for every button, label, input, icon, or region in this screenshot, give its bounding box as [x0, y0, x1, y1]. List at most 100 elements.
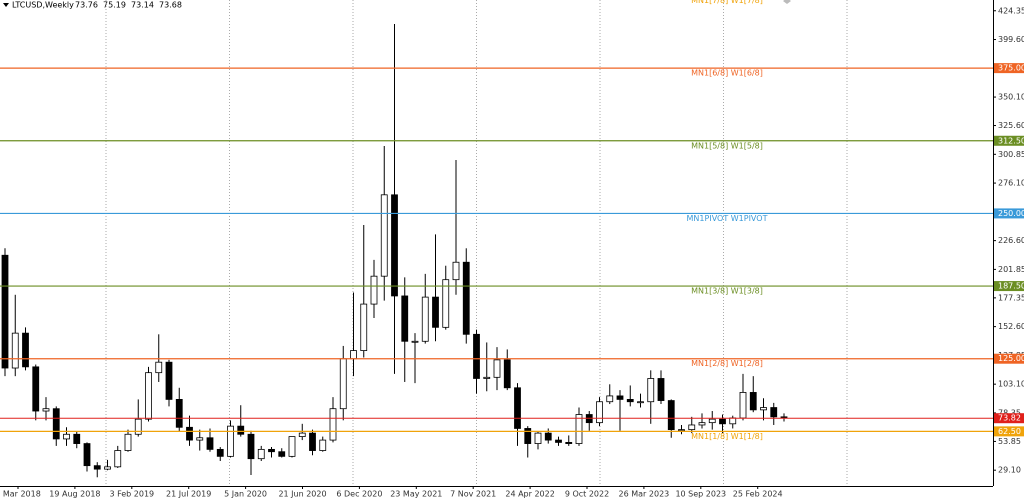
candle-body	[1, 254, 9, 369]
candle-body	[411, 340, 419, 343]
candle-body	[247, 433, 255, 460]
level-price-box	[994, 63, 1024, 74]
y-tick-label: 350.10	[998, 93, 1024, 102]
candle-body	[749, 392, 757, 411]
candle-body	[606, 395, 614, 403]
current-price-box	[994, 413, 1024, 424]
candle-body	[391, 194, 398, 297]
candle-body	[678, 429, 685, 432]
candle-body	[719, 418, 726, 425]
candle-body	[462, 261, 470, 335]
candle-body	[42, 408, 50, 412]
candle-body	[380, 194, 388, 277]
x-tick-label: 25 Feb 2024	[733, 490, 783, 499]
x-tick-label: 19 Aug 2018	[49, 490, 100, 499]
x-tick-label: 23 May 2021	[390, 490, 442, 499]
candle-body	[288, 436, 296, 457]
candle-body	[227, 425, 234, 457]
candle-body	[729, 417, 737, 425]
level-name: MN1[5/8] W1[5/8]	[691, 141, 763, 150]
level-price-box	[994, 208, 1024, 219]
y-tick-label: 424.35	[998, 6, 1024, 15]
level-price-box	[994, 353, 1024, 364]
candle-body	[63, 433, 70, 440]
x-tick-label: 6 Dec 2020	[336, 490, 382, 499]
candle-body	[22, 332, 29, 368]
candle-body	[575, 414, 583, 444]
candle-body	[698, 422, 706, 426]
level-name: MN1[2/8] W1[2/8]	[691, 359, 763, 368]
level-name: MN1PIVOT W1PIVOT	[687, 214, 768, 223]
candle-body	[503, 359, 511, 389]
y-tick-label: 78.35	[998, 408, 1021, 417]
x-tick-label: 3 Feb 2019	[109, 490, 154, 499]
level-price-box	[994, 426, 1024, 437]
candle-body	[421, 296, 429, 342]
candle-body	[555, 439, 562, 443]
y-tick-label: 29.10	[998, 466, 1021, 475]
candle-body	[616, 395, 624, 400]
x-tick-label: 4 Mar 2018	[0, 490, 41, 499]
candle-body	[544, 432, 552, 441]
level-name: MN1[6/8] W1[6/8]	[691, 69, 763, 78]
candle-body	[534, 432, 542, 444]
candle-body	[186, 426, 193, 441]
candle-body	[298, 432, 306, 437]
candle-body	[93, 465, 101, 470]
level-name: MN1[3/8] W1[3/8]	[691, 287, 763, 296]
x-tick-label: 9 Oct 2022	[565, 490, 609, 499]
candle-body	[739, 392, 747, 419]
candle-body	[708, 418, 716, 424]
candle-body	[216, 448, 224, 457]
candle-body	[32, 366, 40, 412]
candle-body	[339, 358, 347, 410]
candle-body	[329, 408, 337, 441]
candle-body	[657, 378, 665, 401]
candle-body	[114, 450, 122, 468]
current-price-label: 73.82	[998, 414, 1021, 423]
header-value: 73.76	[75, 1, 98, 10]
candle-body	[401, 295, 409, 342]
candle-body	[206, 437, 214, 450]
candle-body	[155, 361, 163, 374]
candle-body	[514, 387, 521, 429]
level-name: MN1[1/8] W1[1/8]	[691, 432, 763, 441]
x-tick-label: 10 Sep 2023	[675, 490, 726, 499]
y-tick-label: 152.60	[998, 322, 1024, 331]
x-tick-label: 21 Jun 2020	[278, 490, 326, 499]
symbol-title: LTCUSD,Weekly	[12, 1, 74, 10]
candle-body	[268, 448, 275, 453]
candle-body	[319, 439, 327, 451]
marker-icon	[783, 0, 791, 4]
candle-body	[124, 433, 132, 451]
y-tick-label: 177.35	[998, 293, 1024, 302]
candle-body	[667, 400, 675, 431]
y-tick-label: 300.85	[998, 150, 1024, 159]
candle-body	[360, 303, 368, 351]
x-tick-label: 7 Nov 2021	[450, 490, 496, 499]
y-tick-label: 53.85	[998, 437, 1021, 446]
level-price-label: 62.50	[998, 427, 1021, 436]
candle-body	[145, 372, 152, 420]
candle-body	[432, 296, 439, 328]
level-price-label: 125.00	[998, 354, 1024, 363]
candle-body	[493, 359, 501, 378]
candle-body	[688, 424, 696, 431]
y-tick-label: 276.10	[998, 179, 1024, 188]
x-tick-label: 21 Jul 2019	[166, 490, 211, 499]
candle-body	[165, 361, 173, 400]
candle-body	[647, 378, 655, 403]
header-value: 73.68	[159, 1, 182, 10]
candle-body	[524, 428, 532, 444]
candle-body	[483, 376, 491, 379]
candle-body	[237, 425, 245, 435]
menu-icon[interactable]	[3, 3, 9, 7]
candle-body	[473, 333, 480, 379]
y-tick-label: 399.60	[998, 35, 1024, 44]
y-tick-label: 201.85	[998, 265, 1024, 274]
x-tick-label: 26 Mar 2023	[619, 490, 670, 499]
x-tick-label: 5 Jan 2020	[224, 490, 267, 499]
candle-body	[309, 432, 316, 451]
x-tick-label: 24 Apr 2022	[505, 490, 554, 499]
level-price-label: 187.50	[998, 282, 1024, 291]
